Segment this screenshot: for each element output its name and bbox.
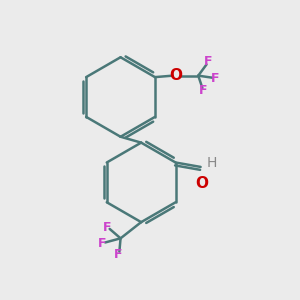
Text: H: H — [207, 156, 217, 170]
Text: F: F — [211, 72, 220, 85]
Text: F: F — [199, 85, 208, 98]
Text: F: F — [98, 237, 106, 250]
Text: F: F — [103, 220, 112, 234]
Text: F: F — [114, 248, 122, 261]
Text: F: F — [204, 55, 213, 68]
Text: O: O — [196, 176, 208, 191]
Text: O: O — [170, 68, 183, 83]
